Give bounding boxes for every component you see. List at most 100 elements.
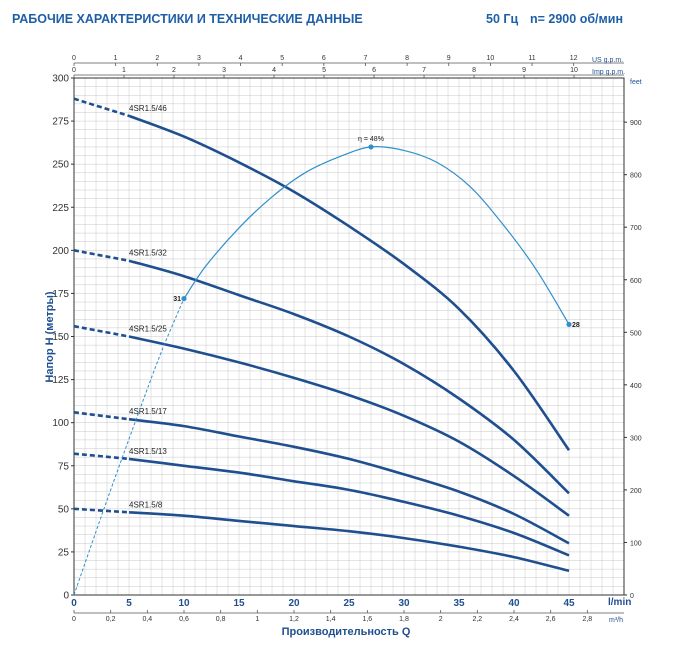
- efficiency-point-label: 28: [572, 322, 580, 329]
- speed-label: n= 2900 об/мин: [530, 12, 623, 26]
- curve-line: [128, 259, 570, 495]
- curve-label: 4SR1.5/32: [129, 249, 167, 258]
- x-tick-label: 45: [563, 598, 575, 609]
- efficiency-point: [368, 144, 374, 150]
- chart-title: РАБОЧИЕ ХАРАКТЕРИСТИКИ И ТЕХНИЧЕСКИЕ ДАН…: [12, 12, 363, 26]
- curve-line: [128, 417, 570, 545]
- us-tick-label: 4: [239, 55, 243, 62]
- m3h-tick-label: 0,6: [179, 616, 189, 623]
- us-tick-label: 5: [280, 55, 284, 62]
- axes: 0 5 10 15 20 25 30 35 40 450255075100125150175200…: [52, 55, 641, 623]
- efficiency-point: [566, 321, 572, 328]
- curve-line: [128, 511, 570, 573]
- x-tick-label: 5: [126, 598, 132, 609]
- curve-line: [128, 457, 570, 557]
- frequency-label: 50 Гц: [486, 12, 519, 26]
- y2-tick-label: 500: [630, 330, 642, 337]
- y-tick-label: 200: [52, 246, 69, 257]
- curve-dashed: [73, 452, 130, 461]
- us-tick-label: 0: [72, 55, 76, 62]
- y-tick-label: 0: [63, 591, 69, 602]
- imp-tick-label: 1: [122, 67, 126, 74]
- m3h-tick-label: 1,4: [326, 616, 336, 623]
- efficiency-label: η = 48%: [358, 136, 384, 143]
- m3h-tick-label: 2,6: [546, 616, 556, 623]
- imp-tick-label: 6: [372, 67, 376, 74]
- m3h-tick-label: 2,4: [509, 616, 519, 623]
- y-tick-label: 25: [58, 547, 70, 558]
- y2-tick-label: 600: [630, 278, 642, 285]
- m3h-tick-label: 2: [439, 616, 443, 623]
- x-tick-label: 10: [178, 598, 190, 609]
- efficiency-dashed: [73, 298, 185, 596]
- curve-dashed: [73, 507, 130, 514]
- y-tick-label: 175: [52, 289, 69, 300]
- y-tick-label: 75: [58, 461, 70, 472]
- y-tick-label: 275: [52, 117, 69, 128]
- x-tick-label: 20: [288, 598, 300, 609]
- m3h-tick-label: 1,8: [399, 616, 409, 623]
- x-unit-us: US g.p.m.: [592, 57, 623, 64]
- imp-tick-label: 10: [570, 67, 578, 74]
- m3h-tick-label: 1,2: [289, 616, 299, 623]
- y2-tick-label: 700: [630, 225, 642, 232]
- y2-unit-feet: feet: [630, 79, 642, 86]
- curve-label: 4SR1.5/46: [129, 104, 167, 113]
- us-tick-label: 8: [405, 55, 409, 62]
- m3h-tick-label: 0: [72, 616, 76, 623]
- efficiency-point: [181, 295, 187, 302]
- efficiency-curve: 31 28 η = 48%: [73, 136, 580, 596]
- y-tick-label: 150: [52, 332, 69, 343]
- curve-line: [128, 114, 571, 451]
- curve-dashed: [73, 324, 130, 338]
- x-tick-label: 0: [71, 598, 77, 609]
- y-tick-label: 300: [52, 74, 69, 85]
- m3h-tick-label: 2,2: [472, 616, 482, 623]
- curve-label: 4SR1.5/8: [129, 500, 163, 509]
- m3h-tick-label: 1,6: [362, 616, 372, 623]
- imp-tick-label: 9: [522, 67, 526, 74]
- y2-tick-label: 400: [630, 383, 642, 390]
- imp-tick-label: 4: [272, 67, 276, 74]
- m3h-tick-label: 2,8: [582, 616, 592, 623]
- y2-tick-label: 0: [630, 593, 634, 600]
- us-tick-label: 12: [570, 55, 578, 62]
- y2-tick-label: 300: [630, 435, 642, 442]
- x-unit-m3h: m³/h: [609, 617, 623, 624]
- efficiency-point-label: 31: [173, 296, 181, 303]
- imp-tick-label: 0: [72, 67, 76, 74]
- x-unit-lmin: l/min: [608, 597, 631, 608]
- curve-dashed: [73, 411, 130, 421]
- us-tick-label: 9: [447, 55, 451, 62]
- us-tick-label: 1: [114, 55, 118, 62]
- efficiency-line: [183, 146, 570, 325]
- x-axis-label: Производительность Q: [282, 626, 411, 638]
- imp-tick-label: 3: [222, 67, 226, 74]
- m3h-tick-label: 0,2: [106, 616, 116, 623]
- curve-label: 4SR1.5/17: [129, 407, 167, 416]
- imp-tick-label: 8: [472, 67, 476, 74]
- us-tick-label: 6: [322, 55, 326, 62]
- x-tick-label: 30: [398, 598, 410, 609]
- y2-tick-label: 200: [630, 488, 642, 495]
- x-unit-imp: Imp g.p.m.: [592, 69, 625, 76]
- y-axis-label: Напор H (метры): [44, 291, 56, 382]
- x-tick-label: 40: [508, 598, 520, 609]
- m3h-tick-label: 0,4: [142, 616, 152, 623]
- curve-dashed: [73, 97, 130, 118]
- us-tick-label: 11: [528, 55, 535, 62]
- y-tick-label: 225: [52, 203, 69, 214]
- m3h-tick-label: 1: [255, 616, 259, 623]
- curve-line: [128, 335, 570, 517]
- y-tick-label: 50: [58, 504, 70, 515]
- us-tick-label: 2: [155, 55, 159, 62]
- y-tick-label: 100: [52, 418, 69, 429]
- y2-tick-label: 900: [630, 120, 642, 127]
- x-tick-label: 35: [453, 598, 465, 609]
- imp-tick-label: 2: [172, 67, 176, 74]
- labels: Напор H (метры) Производительность Q l/m…: [44, 57, 642, 638]
- imp-tick-label: 7: [422, 67, 426, 74]
- imp-tick-label: 5: [322, 67, 326, 74]
- y-tick-label: 125: [52, 375, 69, 386]
